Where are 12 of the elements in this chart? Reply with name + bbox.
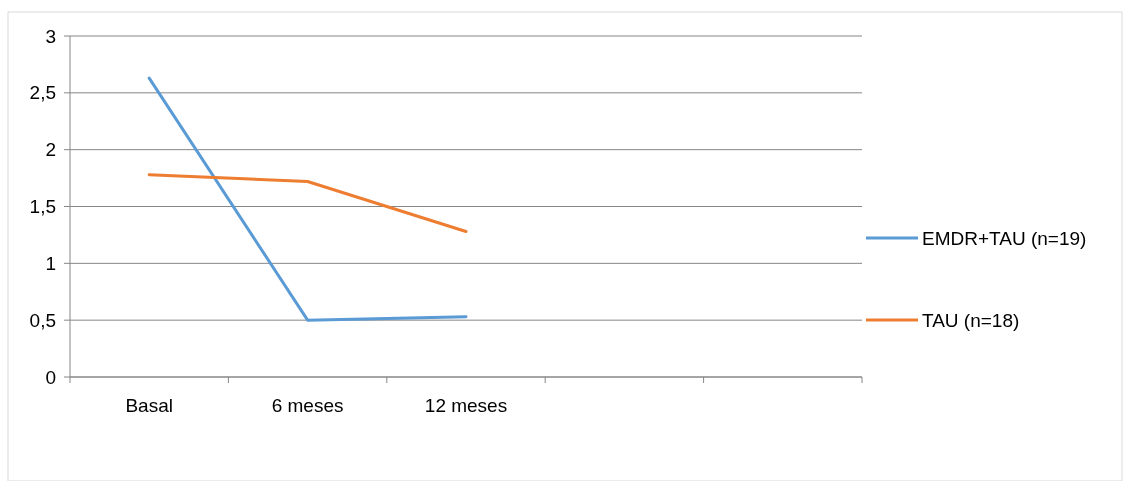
y-tick-label: 0: [45, 366, 56, 388]
legend-label: TAU (n=18): [922, 309, 1020, 331]
y-tick-label: 1,5: [29, 196, 56, 218]
y-tick-label: 1: [45, 252, 56, 274]
x-tick-label: 6 meses: [271, 395, 344, 416]
y-tick-label: 0,5: [29, 309, 56, 331]
x-tick-label: Basal: [125, 395, 173, 416]
y-tick-label: 2,5: [29, 82, 56, 104]
legend-label: EMDR+TAU (n=19): [922, 227, 1087, 249]
y-tick-label: 2: [45, 139, 56, 161]
y-tick-label: 3: [45, 25, 56, 47]
x-tick-label: 12 meses: [424, 395, 508, 416]
